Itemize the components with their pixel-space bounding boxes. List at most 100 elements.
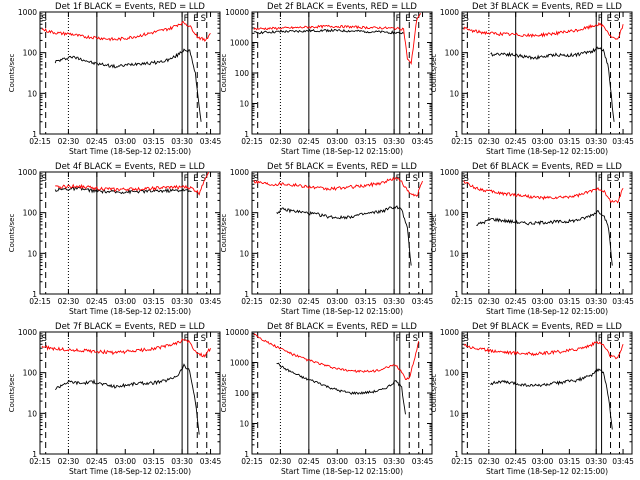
y-tick-label: 1000 bbox=[230, 168, 249, 177]
plot-frame bbox=[39, 171, 221, 295]
y-tick-label: 100 bbox=[235, 389, 250, 398]
y-tick-label: 100 bbox=[23, 49, 38, 58]
x-tick-label: 02:15 bbox=[241, 297, 263, 306]
x-tick-label: 02:30 bbox=[270, 137, 292, 146]
panel-title: Det 8f BLACK = Events, RED = LLD bbox=[267, 322, 417, 332]
x-tick-label: 02:30 bbox=[58, 297, 80, 306]
event-marker-label: S bbox=[413, 174, 418, 184]
event-marker-label: S bbox=[413, 334, 418, 344]
y-tick-label: 1000 bbox=[440, 8, 459, 17]
series-line-lld bbox=[41, 338, 211, 358]
panel-det-7: Det 7f BLACK = Events, RED = LLD 1 10 100 10… bbox=[8, 322, 222, 476]
plot-frame bbox=[251, 171, 433, 295]
y-tick-label: 100 bbox=[445, 49, 460, 58]
panel-title: Det 1f BLACK = Events, RED = LLD bbox=[55, 2, 205, 12]
x-tick-label: 03:30 bbox=[383, 297, 405, 306]
y-tick-label: 1000 bbox=[440, 328, 459, 337]
y-tick-label: 1 bbox=[244, 290, 249, 299]
event-marker-label: E bbox=[405, 174, 410, 184]
x-tick-label: 03:00 bbox=[326, 137, 348, 146]
event-marker-label: S bbox=[201, 334, 206, 344]
panel-title: Det 4f BLACK = Events, RED = LLD bbox=[55, 162, 205, 172]
event-marker-label: E bbox=[405, 334, 410, 344]
x-tick-label: 02:45 bbox=[86, 137, 108, 146]
plot-frame bbox=[461, 331, 633, 455]
x-tick-label: 03:45 bbox=[200, 457, 222, 466]
series-line-lld bbox=[253, 333, 420, 380]
x-tick-label: 03:30 bbox=[171, 137, 193, 146]
event-marker-label: E bbox=[607, 334, 612, 344]
event-marker-label: F bbox=[598, 174, 603, 184]
event-marker-label: S bbox=[42, 174, 47, 184]
panel-title: Det 6f BLACK = Events, RED = LLD bbox=[472, 162, 622, 172]
x-tick-label: 03:45 bbox=[612, 457, 634, 466]
y-tick-label: 10000 bbox=[225, 328, 249, 337]
event-marker-label: F bbox=[598, 14, 603, 24]
x-axis-label: Start Time (18-Sep-12 02:15:00) bbox=[281, 307, 403, 316]
y-axis-label: Counts/sec bbox=[8, 214, 16, 253]
x-tick-label: 02:45 bbox=[298, 137, 320, 146]
series-line-lld bbox=[253, 176, 423, 197]
x-tick-label: 02:45 bbox=[298, 457, 320, 466]
x-tick-label: 03:45 bbox=[200, 297, 222, 306]
x-tick-label: 02:30 bbox=[478, 457, 500, 466]
x-tick-label: 02:15 bbox=[29, 137, 51, 146]
x-tick-label: 03:45 bbox=[412, 457, 434, 466]
event-marker-label: E bbox=[193, 174, 198, 184]
y-tick-label: 1000 bbox=[18, 168, 37, 177]
panel-det-6: Det 6f BLACK = Events, RED = LLD 1 10 100 10… bbox=[430, 162, 634, 316]
x-tick-label: 03:30 bbox=[585, 137, 607, 146]
event-marker-label: S bbox=[464, 14, 469, 24]
event-marker-label: S bbox=[464, 174, 469, 184]
plot-frame bbox=[461, 171, 633, 295]
panel-det-8: Det 8f BLACK = Events, RED = LLD 1 10 100 10… bbox=[220, 322, 434, 476]
series-line-lld bbox=[253, 13, 421, 66]
panel-det-4: Det 4f BLACK = Events, RED = LLD 1 10 100 10… bbox=[8, 162, 222, 316]
x-tick-label: 02:30 bbox=[478, 137, 500, 146]
x-tick-label: 02:45 bbox=[505, 297, 527, 306]
event-marker-label: F bbox=[396, 14, 401, 24]
series-line-lld bbox=[463, 341, 624, 360]
x-tick-label: 03:15 bbox=[559, 137, 581, 146]
panel-det-2: Det 2f BLACK = Events, RED = LLD 1 10 100 10… bbox=[220, 2, 434, 156]
y-tick-label: 1 bbox=[244, 450, 249, 459]
x-tick-label: 02:15 bbox=[451, 457, 473, 466]
x-tick-label: 03:00 bbox=[532, 297, 554, 306]
y-tick-label: 10000 bbox=[225, 8, 249, 17]
series-line-events bbox=[490, 368, 613, 430]
x-tick-label: 02:30 bbox=[58, 457, 80, 466]
x-tick-label: 02:15 bbox=[241, 457, 263, 466]
x-tick-label: 02:15 bbox=[29, 297, 51, 306]
y-axis-label: Counts/sec bbox=[220, 374, 228, 413]
x-tick-label: 02:15 bbox=[451, 297, 473, 306]
y-axis-label: Counts/sec bbox=[220, 214, 228, 253]
x-axis-label: Start Time (18-Sep-12 02:15:00) bbox=[281, 147, 403, 156]
series-line-events bbox=[276, 362, 406, 415]
x-tick-label: 02:15 bbox=[451, 137, 473, 146]
x-axis-label: Start Time (18-Sep-12 02:15:00) bbox=[69, 147, 191, 156]
x-tick-label: 03:15 bbox=[143, 297, 165, 306]
x-tick-label: 03:30 bbox=[171, 457, 193, 466]
y-tick-label: 1 bbox=[244, 130, 249, 139]
y-tick-label: 10 bbox=[449, 89, 459, 98]
x-tick-label: 03:15 bbox=[143, 137, 165, 146]
series-line-events bbox=[54, 48, 202, 122]
x-tick-label: 03:00 bbox=[326, 457, 348, 466]
event-marker-label: F bbox=[184, 174, 189, 184]
x-tick-label: 03:45 bbox=[412, 297, 434, 306]
y-tick-label: 100 bbox=[23, 369, 38, 378]
event-marker-label: E bbox=[193, 334, 198, 344]
event-marker-label: S bbox=[42, 14, 47, 24]
x-tick-label: 02:30 bbox=[58, 137, 80, 146]
event-marker-label: S bbox=[201, 14, 206, 24]
x-tick-label: 03:15 bbox=[355, 457, 377, 466]
x-tick-label: 03:30 bbox=[383, 137, 405, 146]
y-tick-label: 10 bbox=[449, 409, 459, 418]
plot-frame bbox=[39, 11, 221, 135]
y-tick-label: 100 bbox=[23, 209, 38, 218]
x-tick-label: 03:00 bbox=[532, 137, 554, 146]
event-marker-label: F bbox=[598, 334, 603, 344]
y-tick-label: 10 bbox=[449, 249, 459, 258]
series-line-events bbox=[54, 363, 200, 435]
event-marker-label: S bbox=[464, 334, 469, 344]
